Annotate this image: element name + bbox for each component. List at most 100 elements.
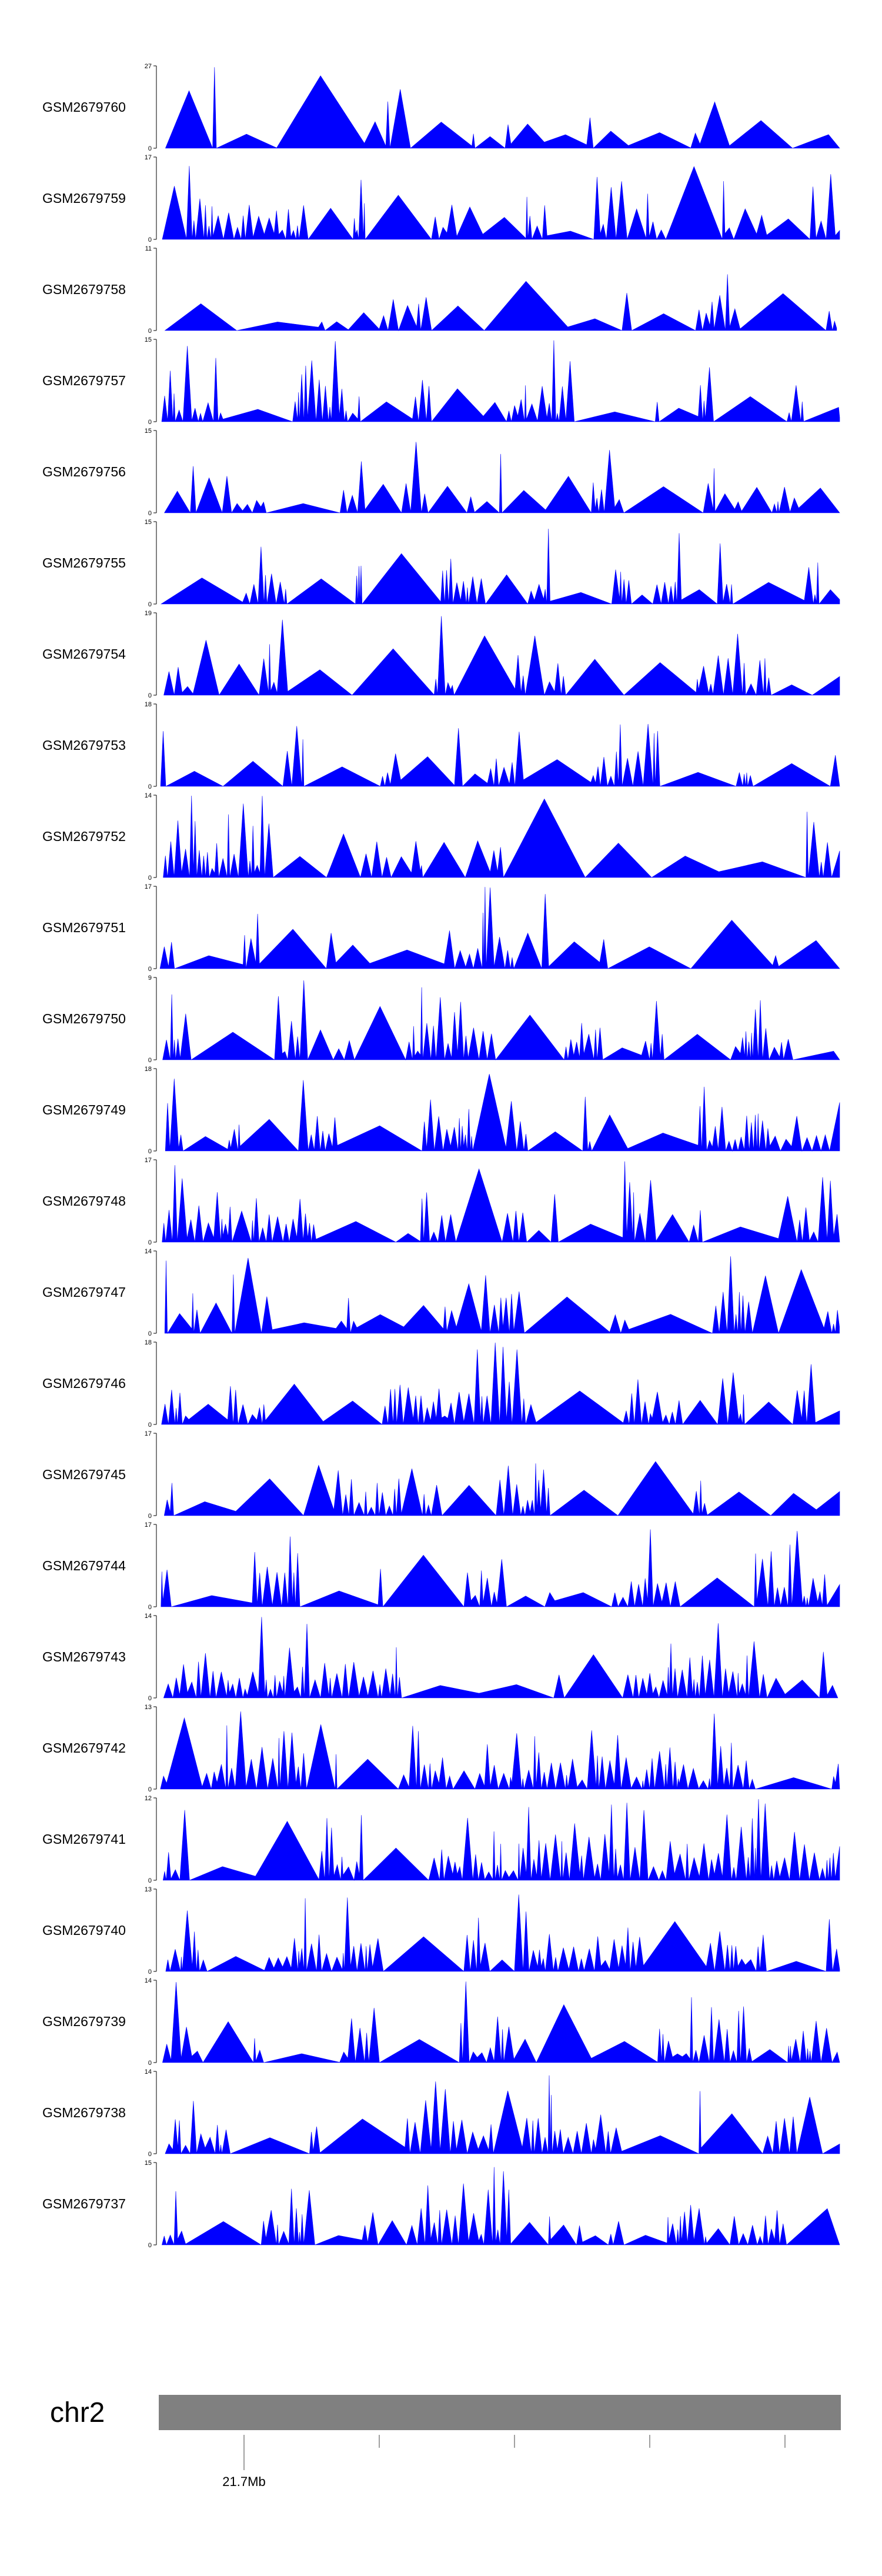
coverage-area <box>165 1074 840 1152</box>
track-label: GSM2679756 <box>42 464 126 479</box>
coverage-area <box>163 1461 840 1517</box>
coverage-area <box>159 887 840 970</box>
y-tick-max-label: 15 <box>145 336 152 343</box>
y-tick-max-label: 14 <box>145 1248 152 1255</box>
y-tick-min-label: 0 <box>148 1330 152 1337</box>
track-GSM2679753: GSM2679753 18 0 <box>42 701 840 790</box>
track-GSM2679759: GSM2679759 17 0 <box>42 154 840 243</box>
y-tick-min-label: 0 <box>148 1422 152 1429</box>
y-tick-min-label: 0 <box>148 1786 152 1793</box>
track-label: GSM2679739 <box>42 2014 126 2029</box>
track-label: GSM2679738 <box>42 2105 126 2120</box>
coverage-area <box>163 1617 838 1699</box>
y-tick-min-label: 0 <box>148 692 152 699</box>
track-label: GSM2679760 <box>42 99 126 115</box>
tracks-group: GSM2679760270GSM2679759170GSM2679758110G… <box>42 63 840 2249</box>
track-GSM2679749: GSM2679749 18 0 <box>42 1066 840 1155</box>
track-GSM2679758: GSM2679758 11 0 <box>42 245 837 335</box>
y-tick-min-label: 0 <box>148 328 152 335</box>
track-label: GSM2679758 <box>42 282 126 297</box>
y-tick-max-label: 18 <box>145 1066 152 1073</box>
track-GSM2679750: GSM2679750 9 0 <box>42 975 840 1064</box>
coverage-area <box>160 1711 840 1790</box>
track-label: GSM2679744 <box>42 1558 126 1573</box>
track-label: GSM2679753 <box>42 738 126 753</box>
track-label: GSM2679746 <box>42 1376 126 1391</box>
y-tick-min-label: 0 <box>148 2060 152 2067</box>
track-GSM2679760: GSM2679760 27 0 <box>42 63 840 152</box>
track-label: GSM2679751 <box>42 920 126 935</box>
track-GSM2679754: GSM2679754 19 0 <box>42 610 840 699</box>
coverage-area <box>160 723 840 787</box>
y-tick-min-label: 0 <box>148 601 152 608</box>
y-tick-max-label: 17 <box>145 883 152 890</box>
coverage-area <box>162 1981 840 2063</box>
coverage-area <box>164 1256 840 1334</box>
ideogram-ticks <box>243 2435 786 2470</box>
coverage-area <box>161 340 840 423</box>
track-label: GSM2679748 <box>42 1193 126 1209</box>
y-tick-min-label: 0 <box>148 1604 152 1611</box>
y-tick-max-label: 14 <box>145 1977 152 1984</box>
coverage-area <box>162 1799 840 1881</box>
track-label: GSM2679742 <box>42 1740 126 1756</box>
y-tick-max-label: 15 <box>145 2160 152 2167</box>
y-tick-min-label: 0 <box>148 783 152 790</box>
track-GSM2679741: GSM2679741 12 0 <box>42 1795 840 1884</box>
y-tick-max-label: 14 <box>145 1613 152 1620</box>
y-tick-min-label: 0 <box>148 236 152 243</box>
track-label: GSM2679752 <box>42 829 126 844</box>
y-tick-min-label: 0 <box>148 1513 152 1520</box>
track-GSM2679739: GSM2679739 14 0 <box>42 1977 840 2067</box>
coverage-area <box>162 166 840 240</box>
y-tick-min-label: 0 <box>148 510 152 517</box>
y-tick-min-label: 0 <box>148 875 152 882</box>
track-GSM2679755: GSM2679755 15 0 <box>42 519 840 608</box>
coverage-area <box>164 274 837 332</box>
y-tick-max-label: 13 <box>145 1886 152 1893</box>
y-tick-min-label: 0 <box>148 966 152 973</box>
coverage-area <box>163 442 840 513</box>
y-tick-min-label: 0 <box>148 1057 152 1064</box>
y-tick-max-label: 18 <box>145 701 152 708</box>
track-GSM2679751: GSM2679751 17 0 <box>42 883 840 973</box>
track-GSM2679757: GSM2679757 15 0 <box>42 336 840 426</box>
track-GSM2679746: GSM2679746 18 0 <box>42 1339 840 1429</box>
coverage-area <box>162 2167 840 2246</box>
y-tick-max-label: 15 <box>145 428 152 435</box>
track-label: GSM2679757 <box>42 373 126 388</box>
track-label: GSM2679749 <box>42 1102 126 1117</box>
y-tick-max-label: 17 <box>145 1430 152 1437</box>
track-GSM2679742: GSM2679742 13 0 <box>42 1704 840 1793</box>
coverage-area <box>163 616 840 696</box>
track-GSM2679756: GSM2679756 15 0 <box>42 428 840 517</box>
y-tick-min-label: 0 <box>148 419 152 426</box>
track-label: GSM2679750 <box>42 1011 126 1026</box>
track-label: GSM2679740 <box>42 1923 126 1938</box>
y-tick-max-label: 12 <box>145 1795 152 1802</box>
y-tick-min-label: 0 <box>148 1239 152 1246</box>
coverage-area <box>163 795 840 879</box>
position-label: 21.7Mb <box>222 2474 265 2489</box>
track-label: GSM2679759 <box>42 191 126 206</box>
track-label: GSM2679741 <box>42 1831 126 1847</box>
track-GSM2679740: GSM2679740 13 0 <box>42 1886 840 1976</box>
coverage-area <box>161 1529 840 1607</box>
y-tick-max-label: 17 <box>145 154 152 161</box>
coverage-area <box>165 1894 840 1972</box>
coverage-area <box>161 1342 840 1426</box>
y-tick-min-label: 0 <box>148 1968 152 1976</box>
y-tick-min-label: 0 <box>148 1148 152 1155</box>
track-GSM2679744: GSM2679744 17 0 <box>42 1521 840 1611</box>
y-tick-max-label: 17 <box>145 1521 152 1529</box>
y-tick-min-label: 0 <box>148 1695 152 1702</box>
y-tick-max-label: 11 <box>145 245 152 252</box>
y-tick-max-label: 9 <box>148 975 152 982</box>
track-GSM2679738: GSM2679738 14 0 <box>42 2068 840 2158</box>
y-tick-max-label: 18 <box>145 1339 152 1346</box>
y-tick-min-label: 0 <box>148 2151 152 2158</box>
y-tick-min-label: 0 <box>148 145 152 152</box>
track-label: GSM2679754 <box>42 646 126 662</box>
y-tick-max-label: 14 <box>145 2068 152 2076</box>
